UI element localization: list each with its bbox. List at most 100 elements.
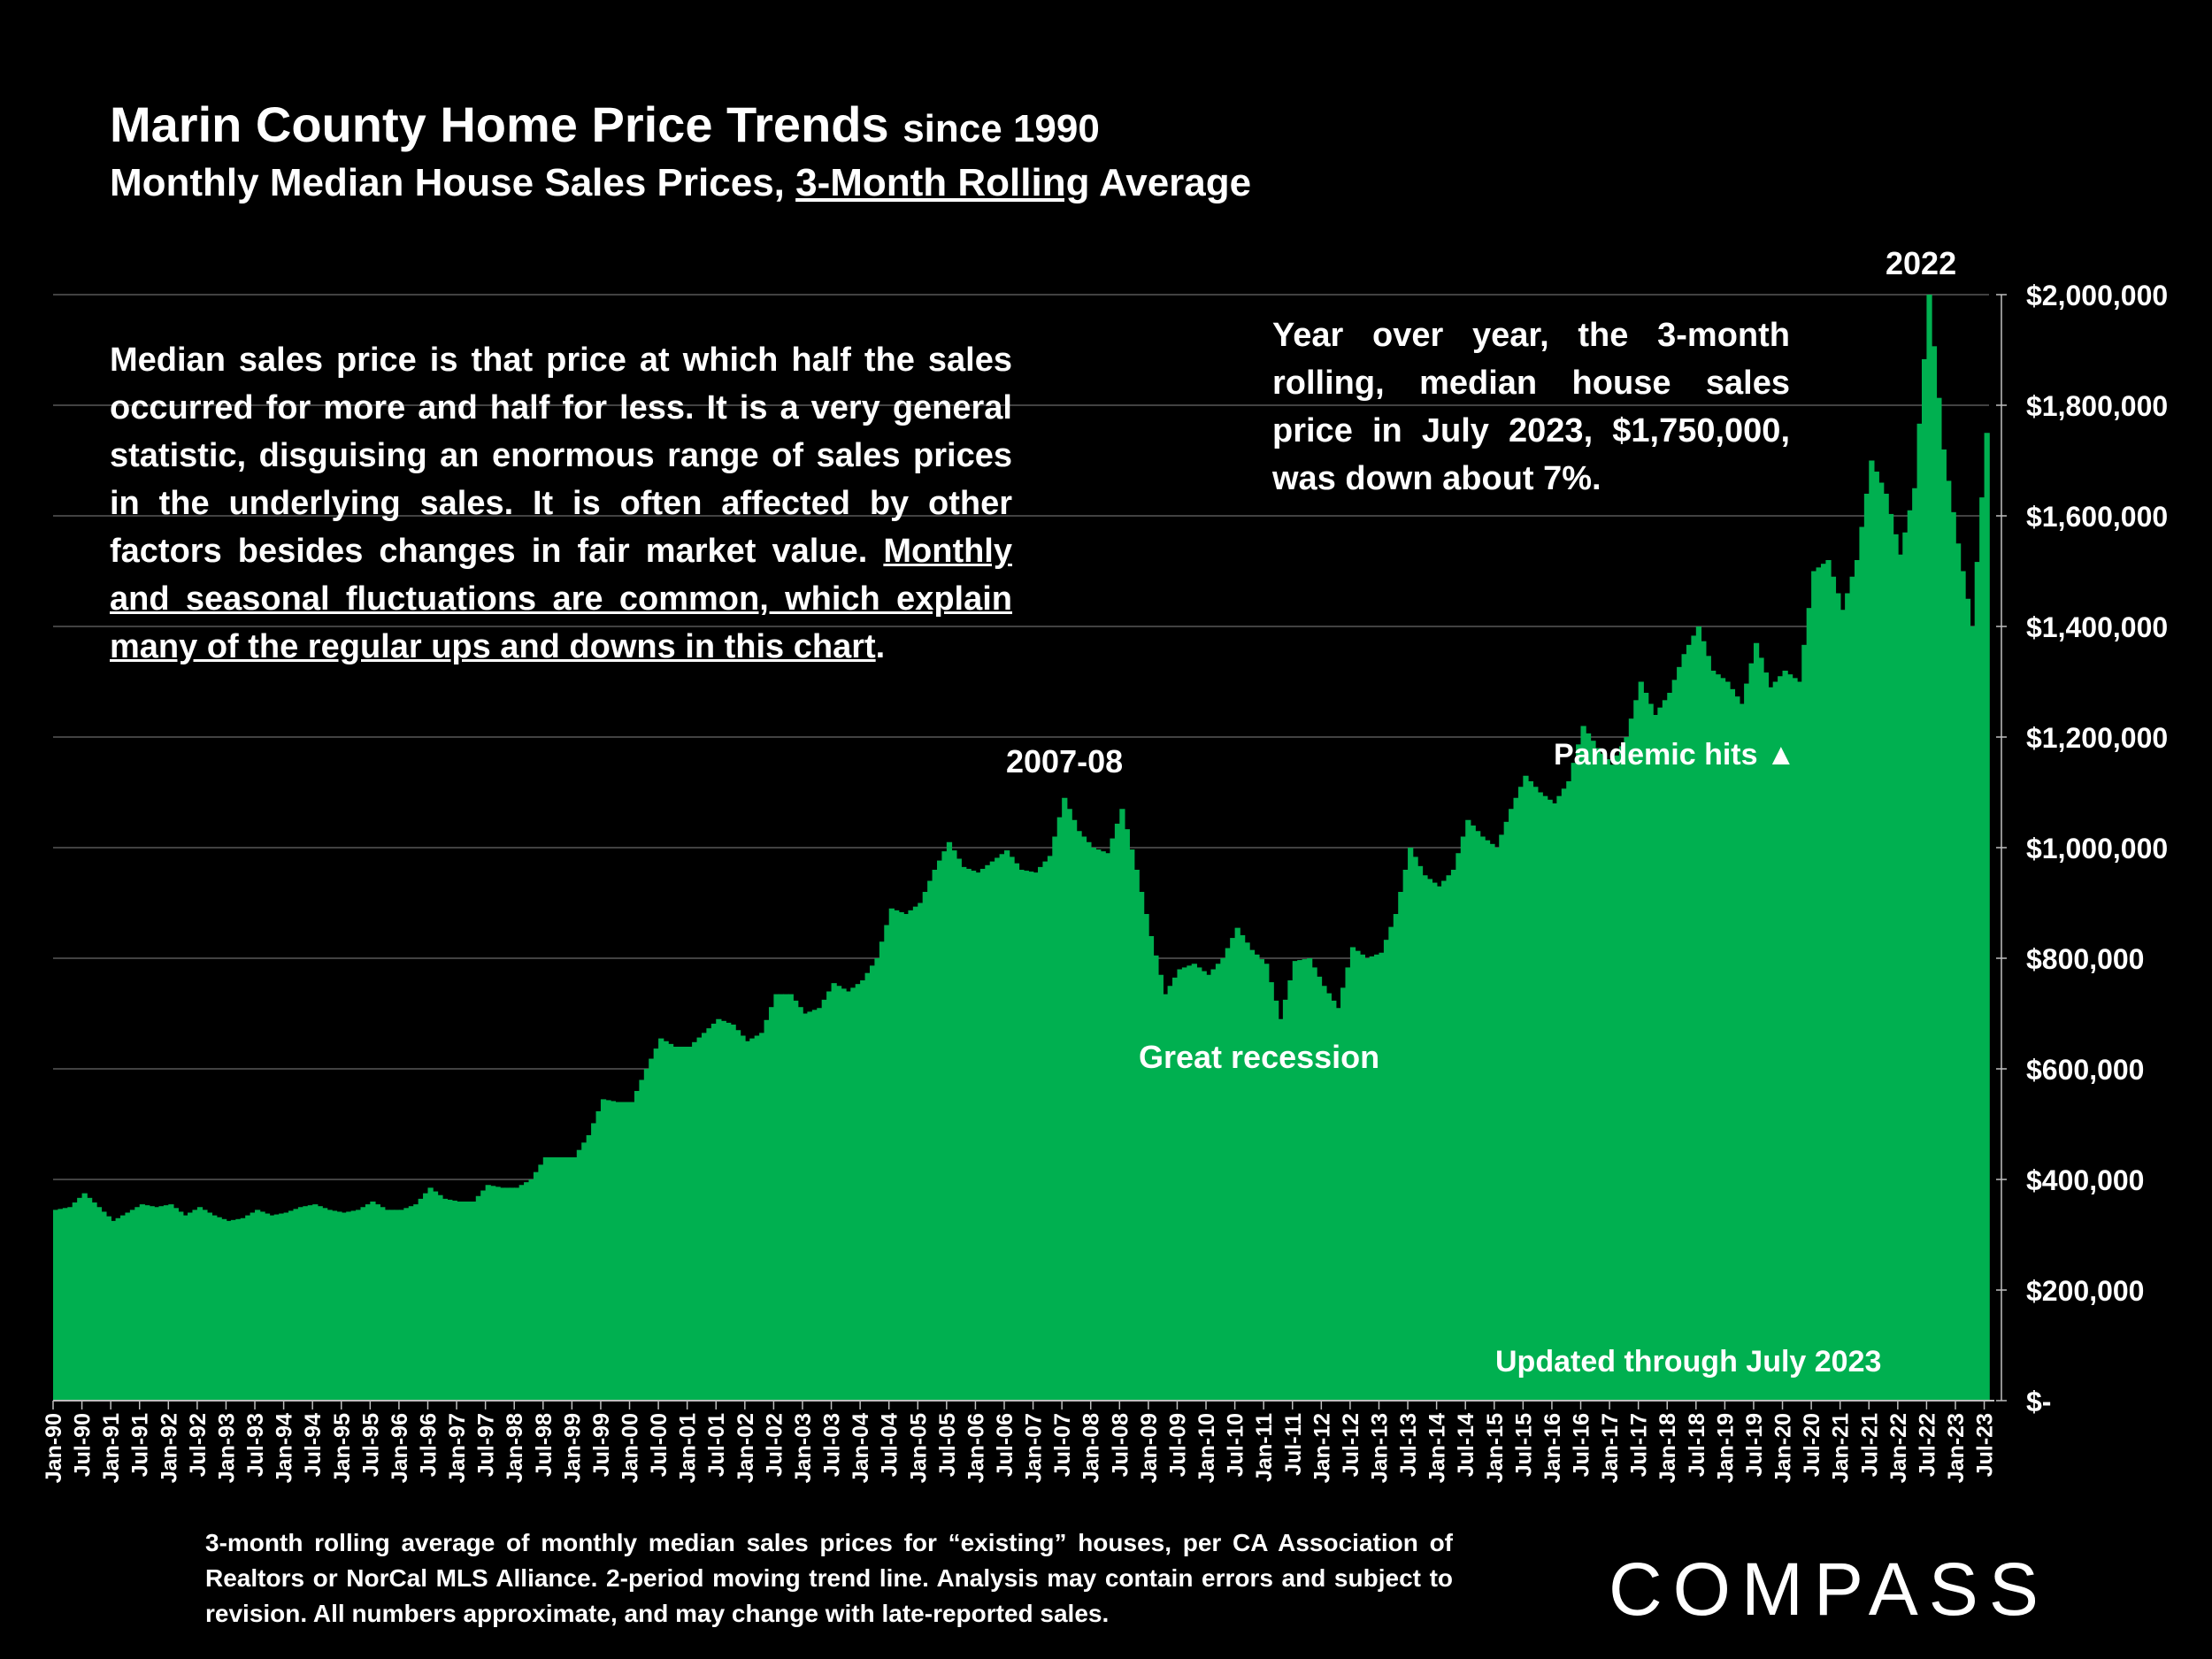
area-bar xyxy=(1163,994,1169,1401)
area-bar xyxy=(178,1211,184,1401)
area-bar xyxy=(1551,803,1558,1401)
area-bar xyxy=(457,1202,463,1401)
area-bar xyxy=(850,987,856,1401)
area-bar xyxy=(1215,964,1222,1401)
area-bar xyxy=(1273,1000,1279,1401)
x-tick-label: Jul-90 xyxy=(71,1413,96,1477)
area-bar xyxy=(356,1210,362,1401)
area-bar xyxy=(1517,787,1525,1401)
area-bar xyxy=(1796,681,1803,1401)
x-tick-label: Jan-95 xyxy=(330,1413,355,1483)
area-bar xyxy=(1402,870,1409,1401)
area-bar xyxy=(1825,560,1832,1401)
area-bar xyxy=(111,1220,117,1401)
area-bar xyxy=(1792,678,1798,1401)
area-bar xyxy=(918,902,924,1401)
area-bar xyxy=(134,1207,141,1401)
area-bar xyxy=(1331,1000,1337,1401)
area-bar xyxy=(1705,656,1711,1401)
area-bar xyxy=(326,1210,333,1401)
area-bar xyxy=(1248,949,1256,1401)
area-bar xyxy=(1153,955,1159,1401)
area-bar xyxy=(163,1205,170,1401)
annotation-updated: Updated through July 2023 xyxy=(1495,1345,1882,1379)
area-bar xyxy=(1950,511,1956,1401)
area-bar xyxy=(1307,958,1313,1401)
area-bar xyxy=(96,1207,103,1401)
area-bar xyxy=(946,841,953,1401)
area-bar xyxy=(1479,836,1486,1401)
area-bar xyxy=(1364,958,1371,1401)
area-bar xyxy=(173,1208,179,1401)
x-tick-label: Jan-09 xyxy=(1137,1413,1162,1483)
y-tick-label: $1,600,000 xyxy=(2026,501,2168,533)
x-tick-label: Jan-11 xyxy=(1252,1413,1277,1482)
area-bar xyxy=(576,1149,583,1401)
area-bar xyxy=(1600,753,1606,1401)
x-tick-label: Jan-03 xyxy=(791,1413,816,1483)
area-bar xyxy=(370,1202,376,1401)
area-bar xyxy=(811,1010,818,1401)
area-bar xyxy=(475,1195,482,1401)
area-bar xyxy=(1263,964,1270,1401)
area-bar xyxy=(1388,926,1394,1401)
area-bar xyxy=(1806,608,1812,1401)
area-bar xyxy=(1254,954,1260,1401)
area-bar xyxy=(898,911,904,1401)
area-bar xyxy=(802,1013,809,1401)
chart-title: Marin County Home Price Trends since 199… xyxy=(110,97,1100,152)
x-tick-label: Jul-98 xyxy=(532,1413,557,1477)
y-tick-label: $800,000 xyxy=(2026,943,2144,975)
area-bar xyxy=(1701,641,1707,1401)
area-bar xyxy=(427,1187,434,1401)
area-bar xyxy=(1028,872,1034,1401)
area-bar xyxy=(144,1205,150,1401)
area-bar xyxy=(1441,880,1448,1401)
area-bar xyxy=(346,1211,352,1401)
area-bar xyxy=(696,1037,703,1401)
area-bar xyxy=(1018,870,1025,1401)
area-bar xyxy=(653,1048,659,1401)
area-bar xyxy=(307,1205,313,1401)
footnote: 3-month rolling average of monthly media… xyxy=(205,1529,1453,1627)
area-bar xyxy=(1056,817,1063,1401)
area-bar xyxy=(1023,871,1029,1401)
area-bar xyxy=(1220,958,1226,1401)
area-bar xyxy=(1177,969,1183,1401)
annotation-pandemic: Pandemic hits ▲ xyxy=(1554,738,1796,772)
note-left-text: Median sales price is that price at whic… xyxy=(110,342,1012,570)
area-bar xyxy=(1240,934,1246,1401)
subtitle-pre: Monthly Median House Sales Prices, xyxy=(110,161,796,204)
area-bar xyxy=(499,1187,506,1401)
area-bar xyxy=(336,1211,342,1401)
area-bar xyxy=(221,1218,227,1401)
y-tick-label: $400,000 xyxy=(2026,1164,2144,1196)
note-left-end: . xyxy=(875,628,886,665)
area-bar xyxy=(202,1210,208,1401)
area-bar xyxy=(874,958,880,1401)
subtitle-underlined: 3-Month Rolling xyxy=(795,161,1090,204)
area-bar xyxy=(710,1023,718,1401)
area-bar xyxy=(869,965,876,1401)
area-bar xyxy=(1662,700,1669,1401)
area-bar xyxy=(317,1206,323,1401)
area-bar xyxy=(115,1217,121,1401)
area-bar xyxy=(548,1157,554,1401)
x-tick-label: Jul-14 xyxy=(1454,1413,1479,1477)
area-bar xyxy=(552,1157,558,1401)
x-tick-label: Jan-19 xyxy=(1713,1413,1738,1483)
area-bar xyxy=(1907,510,1913,1401)
area-bar xyxy=(1287,980,1294,1401)
area-bar xyxy=(1417,865,1424,1401)
area-bar xyxy=(1585,733,1592,1401)
x-tick-label: Jan-18 xyxy=(1655,1413,1680,1483)
annotation-great-recession: Great recession xyxy=(1139,1039,1380,1075)
x-tick-label: Jan-07 xyxy=(1022,1413,1047,1483)
area-bar xyxy=(1931,346,1938,1401)
area-bar xyxy=(72,1202,78,1401)
area-bar xyxy=(269,1215,275,1401)
area-bar xyxy=(1527,781,1534,1401)
area-bar xyxy=(744,1041,751,1401)
area-bar xyxy=(1302,959,1308,1401)
area-bar xyxy=(783,994,789,1401)
